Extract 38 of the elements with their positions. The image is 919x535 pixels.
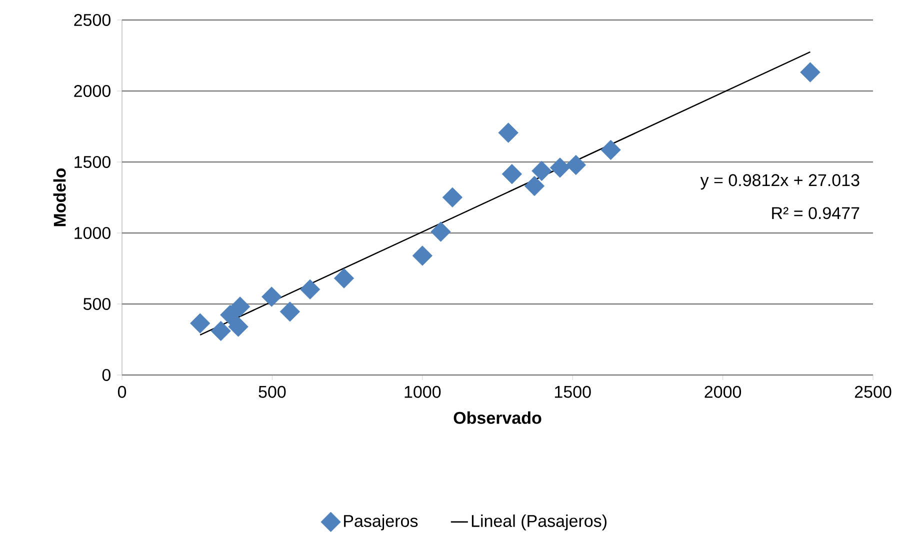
- point: [230, 296, 250, 317]
- point: [280, 302, 300, 322]
- annotation: y = 0.9812x + 27.013: [700, 174, 860, 190]
- x-tick-label: 1500: [554, 386, 591, 398]
- y-tick-label: 1500: [74, 156, 110, 168]
- point: [442, 187, 463, 208]
- point: [502, 164, 522, 184]
- point: [262, 286, 282, 307]
- legend-label: Lineal (Pasajeros): [472, 514, 606, 530]
- legend-label: Pasajeros: [344, 514, 418, 530]
- point: [228, 316, 248, 337]
- x-tick-label: 500: [258, 386, 286, 398]
- point: [800, 62, 820, 82]
- point: [430, 222, 451, 242]
- y-tick-label: 1000: [74, 226, 110, 240]
- x-tick-label: 2500: [854, 386, 892, 398]
- point: [220, 304, 240, 326]
- y-tick-label: 500: [83, 298, 110, 310]
- y-axis-title: Modelo: [53, 168, 66, 226]
- point: [210, 320, 231, 342]
- point: [550, 158, 570, 178]
- point: [334, 268, 354, 288]
- point: [524, 176, 545, 196]
- x-axis-title: Observado: [454, 411, 542, 424]
- point: [566, 154, 586, 176]
- x-tick-label: 0: [118, 386, 126, 398]
- point: [300, 279, 320, 300]
- point: [498, 122, 518, 143]
- point: [412, 246, 433, 266]
- x-tick-label: 2000: [704, 386, 742, 398]
- point: [190, 313, 210, 334]
- y-tick-label: 0: [102, 368, 110, 382]
- point: [600, 140, 621, 160]
- annotation: R² = 0.9477: [772, 207, 860, 220]
- y-tick-label: 2000: [74, 84, 110, 98]
- x-tick-label: 1000: [404, 386, 441, 398]
- point: [532, 160, 552, 182]
- y-tick-label: 2500: [74, 14, 110, 26]
